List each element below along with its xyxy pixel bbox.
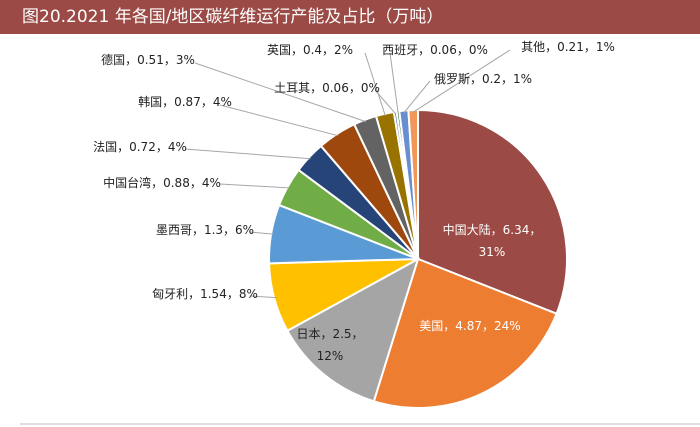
slice-label: 中国台湾，0.88，4% (103, 175, 221, 190)
slice-label: 德国，0.51，3% (101, 52, 195, 67)
slice-label: 英国，0.4，2% (267, 43, 353, 57)
leader-line (249, 231, 274, 235)
leader-line (184, 148, 311, 160)
pie-slice (407, 108, 419, 260)
slice-label: 俄罗斯，0.2，1% (434, 72, 532, 86)
leader-line (389, 52, 399, 114)
slice-percent-label: 31% (479, 245, 506, 259)
slice-label: 西班牙，0.06，0% (382, 43, 488, 57)
chart-title: 图20.2021 年各国/地区碳纤维运行产能及占比（万吨） (0, 0, 700, 34)
leader-line (374, 89, 396, 115)
slice-label: 匈牙利，1.54，8% (152, 287, 258, 301)
pie-chart: 中国大陆，6.34， 31% 美国，4.87，24% 日本，2.5， 12% 匈牙利，1.… (20, 40, 700, 425)
slice-label: 日本，2.5， (296, 327, 363, 341)
leader-line (249, 295, 277, 299)
slice-percent-label: 12% (317, 349, 344, 363)
slice-labels: 中国大陆，6.34， 31% 美国，4.87，24% 日本，2.5， 12% 匈牙利，1.… (93, 40, 615, 363)
slice-label: 土耳其，0.06，0% (274, 81, 380, 95)
leader-line (219, 104, 339, 137)
leader-lines (184, 49, 511, 299)
slice-label: 美国，4.87，24% (419, 319, 520, 333)
slice-label: 墨西哥，1.3，6% (156, 223, 254, 237)
pie-slice (417, 108, 568, 316)
leader-line (403, 80, 431, 114)
leader-line (364, 52, 386, 116)
leader-line (219, 183, 290, 189)
slice-label: 韩国，0.87，4% (138, 94, 232, 109)
pie-slice (372, 257, 558, 409)
pie-slice (286, 256, 420, 403)
slice-label: 中国大陆，6.34， (443, 222, 542, 237)
leader-line (413, 49, 511, 113)
leader-line (194, 62, 366, 123)
slice-label: 其他，0.21，1% (521, 40, 615, 54)
pie-slices (268, 108, 568, 409)
slice-label: 法国，0.72，4% (93, 140, 187, 154)
